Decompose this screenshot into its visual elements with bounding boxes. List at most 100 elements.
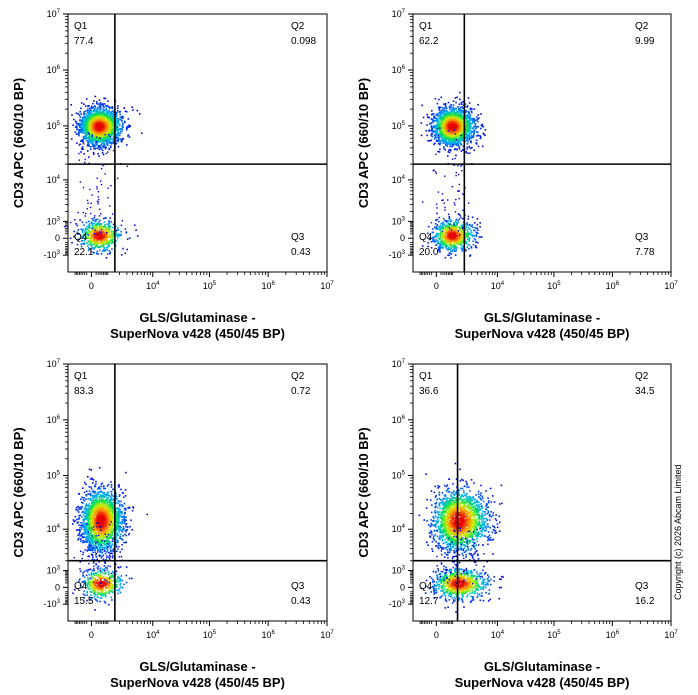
data-point — [106, 230, 108, 233]
data-point — [75, 122, 78, 125]
data-point — [90, 244, 93, 247]
data-point — [97, 103, 99, 105]
data-point — [79, 128, 82, 131]
data-point — [100, 226, 103, 228]
quadrant-label-q2: Q2 — [291, 21, 305, 32]
data-point — [448, 119, 450, 122]
data-point — [465, 135, 468, 138]
data-point — [468, 118, 471, 120]
data-point — [115, 115, 118, 117]
data-point — [478, 117, 480, 119]
data-point — [436, 113, 439, 116]
data-point — [445, 112, 448, 115]
data-point — [90, 245, 93, 248]
data-point — [442, 128, 445, 131]
data-point — [441, 136, 444, 139]
data-point — [90, 120, 92, 122]
data-point — [79, 123, 81, 125]
data-point — [451, 128, 454, 130]
data-point — [112, 223, 115, 225]
data-point — [80, 127, 82, 129]
data-point — [443, 115, 445, 117]
data-point — [444, 126, 447, 128]
data-point — [106, 232, 108, 234]
data-point — [107, 136, 109, 138]
data-point — [448, 139, 451, 142]
data-point — [98, 136, 100, 138]
data-point — [86, 139, 88, 142]
data-point — [99, 113, 101, 115]
data-point — [80, 131, 82, 134]
data-point — [441, 236, 444, 238]
data-point — [434, 223, 437, 225]
data-point — [107, 118, 109, 121]
data-point — [111, 130, 113, 132]
data-point — [75, 223, 77, 225]
data-point — [437, 142, 440, 145]
data-point — [455, 125, 457, 128]
data-point — [438, 115, 441, 118]
data-point — [80, 243, 83, 246]
data-point — [96, 138, 98, 140]
data-point — [120, 230, 122, 233]
data-point — [445, 144, 448, 147]
data-point — [75, 121, 78, 124]
data-point — [432, 126, 435, 129]
data-point — [127, 135, 129, 137]
data-point — [452, 137, 455, 140]
data-point — [94, 124, 96, 126]
data-point — [440, 131, 443, 134]
data-point — [475, 143, 478, 145]
data-point — [124, 110, 127, 113]
data-point — [108, 249, 111, 252]
data-point — [89, 232, 92, 235]
data-point — [126, 125, 128, 128]
data-point — [83, 234, 86, 236]
data-point — [449, 219, 452, 221]
data-point — [104, 133, 106, 136]
data-point — [459, 138, 462, 140]
data-point — [94, 147, 96, 150]
data-point — [446, 128, 448, 130]
data-point — [101, 127, 103, 130]
data-point — [105, 133, 108, 135]
data-point — [455, 131, 457, 134]
data-point — [444, 104, 447, 106]
data-point — [80, 245, 83, 248]
data-point — [136, 109, 139, 112]
data-point — [462, 122, 465, 125]
data-point — [115, 240, 117, 243]
data-point — [102, 242, 104, 245]
data-point — [440, 114, 442, 116]
data-point — [454, 112, 457, 114]
data-point — [98, 117, 100, 120]
data-point — [102, 113, 105, 115]
data-point — [82, 126, 84, 128]
data-point — [95, 233, 98, 235]
data-point — [85, 212, 87, 215]
data-point — [110, 233, 112, 236]
data-point — [461, 129, 463, 131]
data-point — [103, 217, 105, 220]
data-point — [438, 109, 440, 111]
data-point — [100, 108, 102, 110]
data-point — [106, 238, 108, 241]
data-point — [102, 238, 104, 240]
data-point — [466, 229, 468, 231]
quadrant-value-q1: 77.4 — [74, 36, 94, 47]
data-point — [452, 126, 454, 129]
data-point — [98, 215, 101, 217]
data-point — [462, 134, 465, 137]
data-point — [108, 122, 111, 125]
data-point — [449, 115, 451, 117]
data-point — [77, 229, 80, 231]
data-point — [455, 135, 457, 137]
data-point — [459, 127, 462, 129]
data-point — [456, 96, 458, 99]
data-point — [436, 102, 439, 105]
data-point — [102, 110, 105, 113]
data-point — [90, 117, 92, 119]
data-point — [435, 140, 438, 142]
data-point — [76, 123, 79, 125]
data-point — [86, 116, 88, 119]
